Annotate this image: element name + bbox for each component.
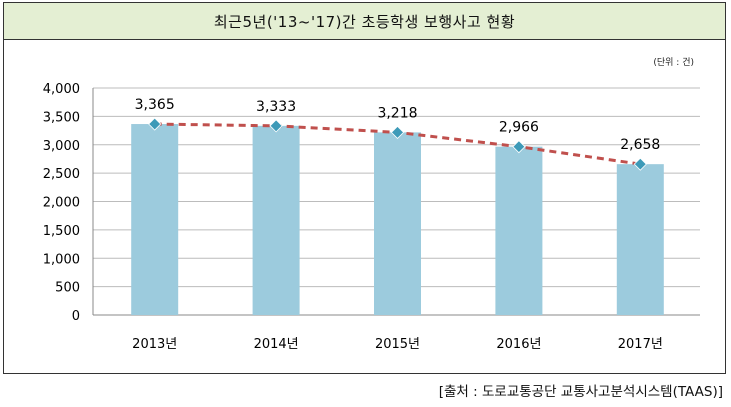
y-tick-label: 0 — [72, 309, 80, 324]
title-bar: 최근5년('13~'17)간 초등학생 보행사고 현황 — [4, 3, 725, 40]
unit-note: (단위 : 건) — [653, 58, 694, 68]
data-label: 2,966 — [499, 120, 539, 136]
bar — [374, 132, 421, 315]
x-tick-label: 2017년 — [618, 337, 663, 352]
bar — [495, 146, 543, 315]
bar — [616, 164, 664, 315]
y-tick-label: 500 — [55, 281, 80, 296]
data-point — [390, 125, 405, 139]
bar — [252, 125, 300, 315]
y-tick-label: 2,500 — [43, 167, 80, 182]
bar — [131, 124, 179, 315]
y-tick-label: 1,500 — [43, 224, 80, 239]
data-point — [512, 140, 526, 154]
chart-frame: 최근5년('13~'17)간 초등학생 보행사고 현황 (단위 : 건) — [3, 2, 726, 374]
data-label: 3,365 — [135, 97, 175, 113]
data-point — [633, 157, 647, 171]
data-label: 2,658 — [620, 137, 660, 153]
x-tick-label: 2014년 — [254, 337, 299, 352]
data-label: 3,218 — [377, 105, 417, 121]
x-tick-label: 2013년 — [132, 337, 177, 352]
y-tick-label: 3,500 — [43, 110, 80, 125]
x-tick-label: 2015년 — [375, 337, 420, 352]
x-tick-label: 2016년 — [496, 337, 541, 352]
y-tick-label: 2,000 — [43, 196, 80, 211]
data-label: 3,333 — [256, 99, 296, 115]
data-point — [269, 119, 283, 133]
y-tick-label: 4,000 — [43, 82, 80, 97]
data-point — [148, 117, 162, 131]
source-citation: [출처 : 도로교통공단 교통사고분석시스템(TAAS)] — [438, 384, 723, 400]
y-tick-label: 1,000 — [43, 252, 80, 267]
y-tick-label: 3,000 — [43, 139, 80, 154]
chart-title: 최근5년('13~'17)간 초등학생 보행사고 현황 — [213, 12, 516, 31]
